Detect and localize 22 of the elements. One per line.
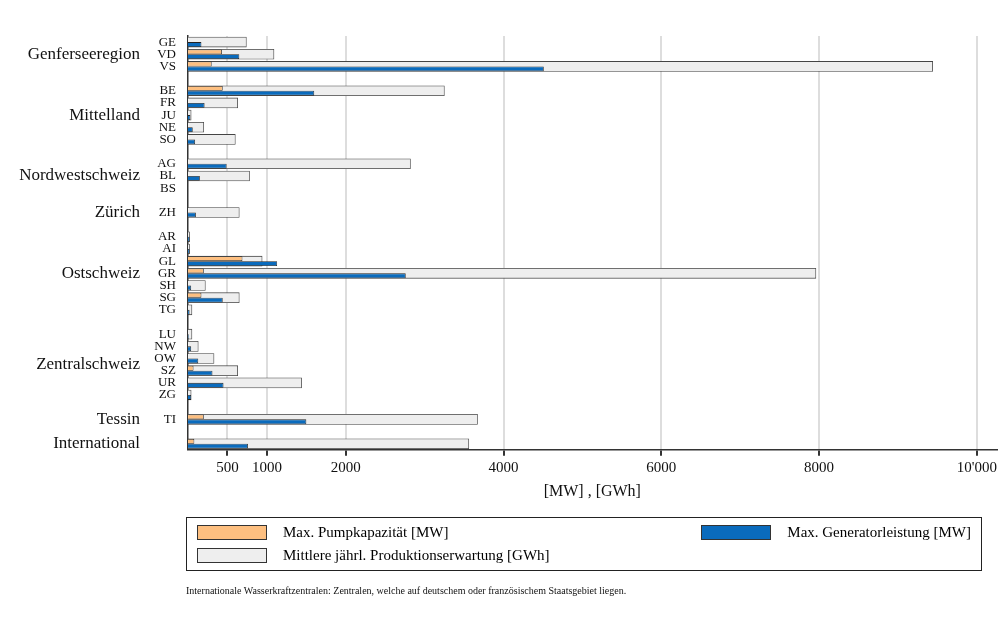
text: Nordwestschweiz [19, 165, 141, 185]
x-tick-label: 2000 [330, 458, 361, 475]
text: Mittelland [69, 104, 141, 124]
legend-label: Max. Pumpkapazität [MW] [283, 524, 449, 541]
x-tick-label: 1000 [251, 458, 282, 475]
x-tick-label: 500 [216, 458, 239, 475]
text: Tessin [96, 408, 141, 428]
x-axis-title: [MW] , [GWh] [543, 481, 641, 499]
legend-label: Max. Generatorleistung [MW] [787, 524, 971, 541]
legend-label: Mittlere jährl. Produktionserwartung [GWh] [283, 547, 550, 564]
text: Zentralschweiz [36, 354, 141, 374]
text: Zürich [94, 201, 141, 221]
y-tick-label: ZH [158, 203, 176, 219]
x-tick-label: 10'000 [956, 458, 997, 475]
text: Ostschweiz [61, 262, 141, 282]
x-tick-label: 8000 [804, 458, 835, 475]
text: International [53, 433, 141, 453]
x-tick-label: 6000 [646, 458, 677, 475]
y-tick-label: TI [163, 410, 176, 426]
text: Internationale Wasserkraftzentralen: Zentralen, welche auf deutschem oder französischem Staatsgebiet liegen. [186, 585, 628, 596]
text: Genferseeregion [27, 43, 141, 63]
x-tick-label: 4000 [488, 458, 519, 475]
